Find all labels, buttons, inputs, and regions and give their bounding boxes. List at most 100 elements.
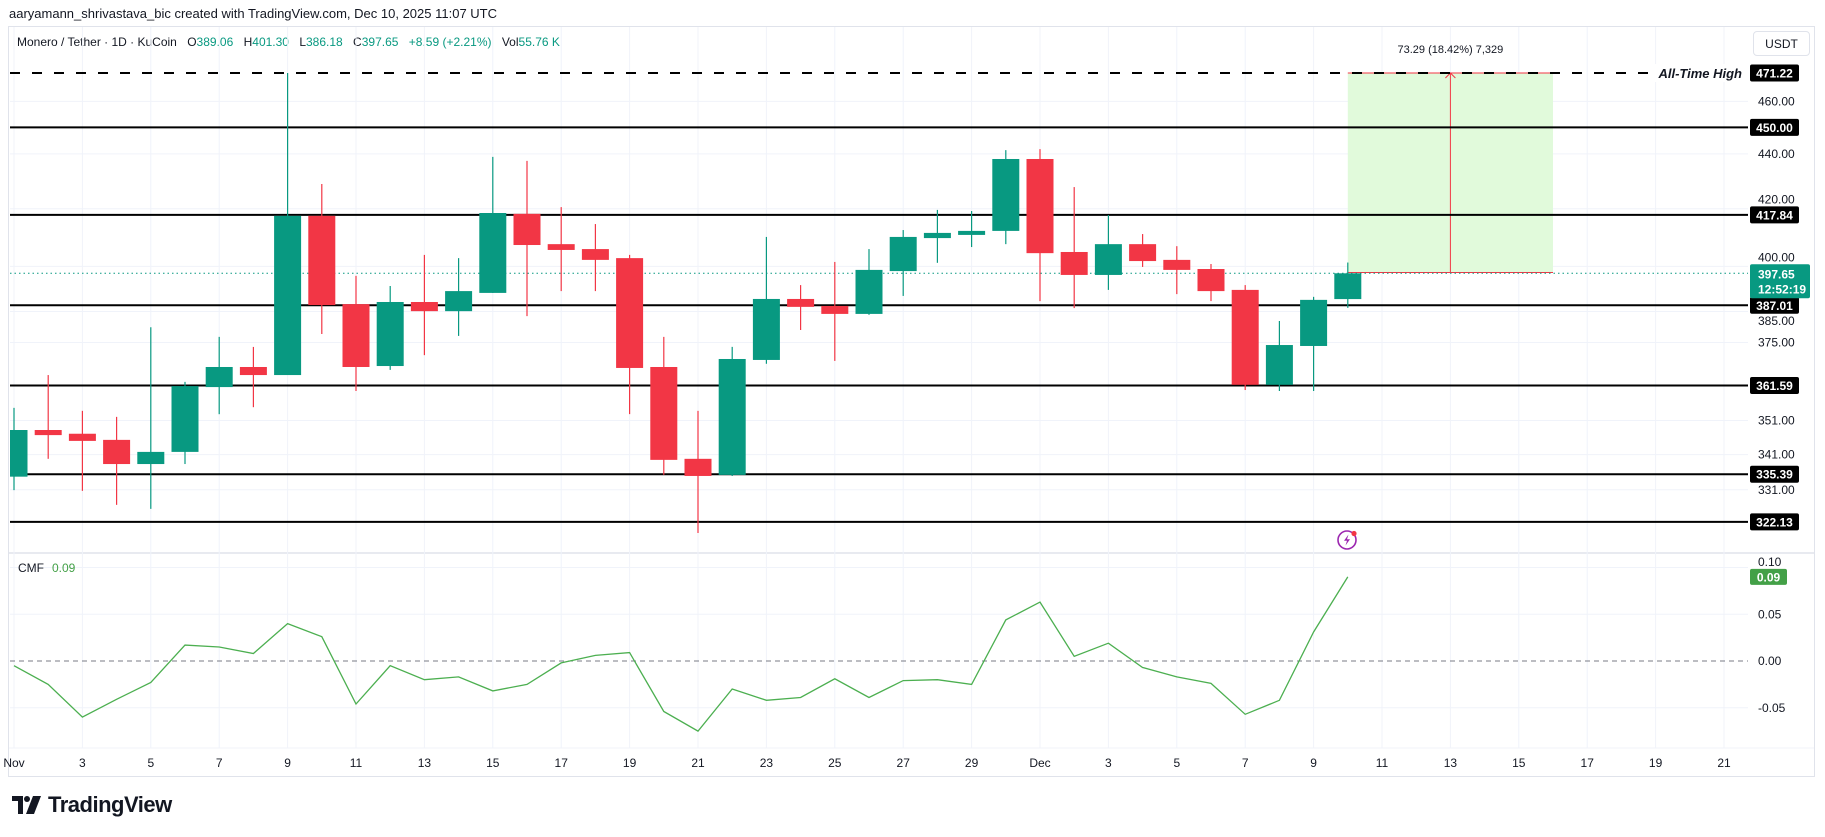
- cmf-tick-label: 0.00: [1758, 654, 1782, 668]
- cmf-legend[interactable]: CMF 0.09: [18, 561, 75, 575]
- candle-body: [1197, 269, 1225, 292]
- candle-body: [171, 386, 199, 452]
- level-price-label: 361.59: [1756, 379, 1793, 393]
- candle[interactable]: [889, 230, 917, 296]
- candle[interactable]: [342, 275, 370, 392]
- candle-body: [1265, 345, 1293, 385]
- candle[interactable]: [1163, 246, 1191, 295]
- candle[interactable]: [137, 327, 165, 509]
- candle[interactable]: [1129, 234, 1157, 267]
- candle-body: [410, 301, 438, 312]
- cmf-tick-label: 0.05: [1758, 607, 1782, 621]
- x-tick-label: 3: [1105, 756, 1112, 770]
- candle[interactable]: [992, 150, 1020, 245]
- x-tick-label: 21: [1717, 756, 1731, 770]
- candle-body: [34, 430, 62, 436]
- candle[interactable]: [68, 410, 96, 491]
- candle-body: [1334, 273, 1362, 300]
- candle[interactable]: [1026, 149, 1054, 302]
- all-time-high-label: All-Time High: [1657, 66, 1742, 81]
- currency-button[interactable]: USDT: [1753, 31, 1810, 56]
- candle-body: [855, 269, 883, 314]
- level-price-badge: [1750, 64, 1799, 82]
- low-label: L: [299, 35, 306, 49]
- candle[interactable]: [239, 346, 267, 408]
- x-tick-label: 17: [555, 756, 569, 770]
- x-tick-label: 17: [1581, 756, 1595, 770]
- high-value: 401.30: [252, 35, 289, 49]
- candle[interactable]: [1231, 285, 1259, 391]
- candle[interactable]: [274, 73, 302, 376]
- candle[interactable]: [34, 375, 62, 459]
- candle[interactable]: [752, 236, 780, 364]
- candle[interactable]: [684, 410, 712, 533]
- candle[interactable]: [547, 207, 575, 292]
- x-tick-label: 11: [1376, 756, 1389, 770]
- level-price-badge: [1750, 296, 1799, 314]
- x-tick-label: 27: [897, 756, 911, 770]
- x-tick-label: Nov: [3, 756, 24, 770]
- candle-body: [137, 451, 165, 465]
- y-tick-label: 351.00: [1758, 414, 1795, 428]
- x-tick-label: 21: [691, 756, 705, 770]
- candle-body: [376, 301, 404, 367]
- candle[interactable]: [103, 416, 131, 505]
- bar-countdown-label: 12:52:19: [1758, 282, 1806, 296]
- level-price-label: 335.39: [1756, 468, 1793, 482]
- candle-body: [958, 230, 986, 235]
- candle[interactable]: [923, 209, 951, 263]
- x-tick-label: 5: [147, 756, 154, 770]
- tradingview-logo-icon: [12, 796, 41, 814]
- candle[interactable]: [479, 156, 507, 293]
- candle[interactable]: [1060, 187, 1088, 309]
- alert-icon[interactable]: [1337, 530, 1357, 550]
- candle[interactable]: [410, 254, 438, 356]
- candle[interactable]: [855, 249, 883, 315]
- candle[interactable]: [308, 184, 336, 335]
- candle[interactable]: [1, 407, 28, 491]
- volume-label: Vol: [501, 35, 519, 49]
- candle[interactable]: [1265, 320, 1293, 392]
- cmf-line[interactable]: [13, 576, 1349, 732]
- close-label: C: [353, 35, 362, 49]
- candle[interactable]: [616, 254, 644, 415]
- candle[interactable]: [205, 336, 233, 415]
- y-tick-label: 440.00: [1758, 147, 1795, 161]
- candle-body: [787, 298, 815, 307]
- candle[interactable]: [376, 285, 404, 370]
- symbol-title[interactable]: Monero / Tether · 1D · KuCoin: [17, 35, 177, 49]
- candle-body: [274, 215, 302, 376]
- candle[interactable]: [650, 336, 678, 475]
- candle[interactable]: [821, 261, 849, 361]
- candle[interactable]: [958, 211, 986, 248]
- candle-body: [445, 291, 473, 312]
- candle[interactable]: [1197, 263, 1225, 302]
- candle-body: [650, 366, 678, 460]
- level-price-label: 322.13: [1756, 515, 1793, 529]
- y-tick-label: 341.00: [1758, 448, 1795, 462]
- current-price-label: 397.65: [1758, 267, 1795, 281]
- candle-body: [513, 213, 541, 246]
- candle[interactable]: [718, 346, 746, 476]
- cmf-pane[interactable]: [10, 576, 1748, 732]
- current-price-badge: [1750, 264, 1810, 299]
- symbol-legend: Monero / Tether · 1D · KuCoin O389.06 H4…: [17, 35, 560, 49]
- main-pane[interactable]: All-Time High: [1, 64, 1749, 533]
- candle[interactable]: [1334, 262, 1362, 308]
- candle[interactable]: [1094, 214, 1122, 290]
- tradingview-logo[interactable]: TradingView: [12, 792, 172, 818]
- candle[interactable]: [1300, 296, 1328, 392]
- volume-value: 55.76 K: [518, 35, 560, 49]
- candle[interactable]: [445, 258, 473, 336]
- candle[interactable]: [513, 160, 541, 317]
- measure-label: 73.29 (18.42%) 7,329: [1397, 44, 1503, 56]
- candle[interactable]: [787, 285, 815, 330]
- level-price-badge: [1750, 513, 1799, 531]
- chart-frame: [8, 26, 1815, 777]
- x-tick-label: 25: [828, 756, 842, 770]
- candle[interactable]: [171, 381, 199, 465]
- candle[interactable]: [581, 224, 609, 292]
- change-value: +8.59 (+2.21%): [408, 35, 492, 49]
- close-value: 397.65: [361, 35, 399, 49]
